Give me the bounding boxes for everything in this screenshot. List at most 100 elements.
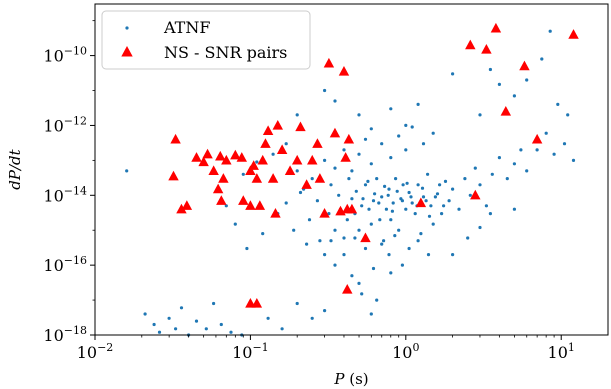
atnf-point [556, 102, 560, 106]
atnf-point [350, 169, 354, 173]
atnf-point [333, 166, 337, 170]
atnf-point [167, 316, 171, 320]
atnf-point [298, 190, 303, 195]
atnf-point [323, 158, 327, 162]
ns-snr-point [519, 60, 530, 71]
atnf-point [413, 212, 417, 216]
atnf-point [391, 201, 395, 205]
atnf-point [525, 169, 529, 173]
atnf-point [194, 319, 199, 323]
atnf-point [378, 218, 382, 222]
atnf-point [152, 322, 156, 327]
atnf-point [416, 102, 420, 106]
atnf-point [345, 218, 349, 222]
atnf-point [410, 125, 414, 129]
atnf-point [552, 152, 556, 156]
legend-label-ns-snr: NS - SNR pairs [164, 43, 287, 62]
atnf-point [389, 218, 393, 222]
atnf-point [380, 242, 384, 246]
atnf-point [361, 197, 365, 201]
atnf-point [451, 72, 455, 76]
ns-snr-point [343, 133, 355, 144]
atnf-point [295, 301, 299, 306]
atnf-point [373, 192, 377, 196]
atnf-point [395, 189, 399, 193]
atnf-point [367, 207, 371, 211]
ns-snr-point [230, 149, 241, 160]
atnf-point [421, 195, 426, 199]
y-tick-label: 10−14 [43, 184, 87, 205]
ns-snr-point [342, 284, 353, 294]
atnf-point [407, 246, 411, 251]
atnf-point [310, 316, 314, 320]
atnf-point [410, 201, 414, 205]
atnf-point [397, 134, 401, 138]
atnf-point [333, 263, 337, 267]
atnf-point [443, 179, 448, 183]
atnf-point [404, 123, 408, 127]
atnf-point [342, 236, 346, 240]
atnf-point [333, 99, 337, 103]
ns-snr-point [307, 154, 318, 165]
atnf-point [405, 181, 409, 185]
atnf-point [350, 274, 354, 278]
atnf-point [401, 183, 405, 187]
ns-snr-point [176, 203, 187, 214]
atnf-point [307, 218, 312, 222]
ns-snr-point [312, 138, 323, 148]
atnf-point [337, 193, 341, 197]
atnf-point [377, 201, 381, 205]
atnf-point [382, 239, 386, 243]
atnf-point [512, 207, 517, 211]
atnf-point [271, 152, 275, 156]
x-tick-label: 100 [392, 341, 419, 362]
atnf-point [512, 94, 517, 98]
atnf-point [451, 187, 455, 191]
ns-snr-point [245, 165, 256, 176]
ns-snr-point [323, 57, 335, 68]
atnf-point [280, 327, 284, 331]
atnf-point [416, 183, 420, 187]
atnf-point [394, 177, 398, 181]
y-tick-label: 10−12 [43, 114, 87, 135]
ns-snr-point [531, 133, 543, 144]
atnf-point [327, 212, 331, 216]
ns-snr-point [251, 173, 263, 183]
atnf-point [435, 192, 440, 196]
atnf-point [357, 152, 361, 156]
ns-snr-point [270, 208, 281, 218]
ns-snr-point [236, 152, 248, 162]
atnf-point [525, 78, 529, 82]
atnf-point [478, 225, 482, 230]
atnf-point [535, 148, 539, 152]
ns-snr-point [295, 121, 306, 132]
atnf-point [451, 253, 455, 257]
ns-snr-point [481, 43, 492, 54]
atnf-point [224, 204, 228, 208]
atnf-point [375, 177, 379, 181]
atnf-point [329, 239, 333, 243]
atnf-point [295, 169, 299, 173]
atnf-point [409, 195, 413, 199]
ns-snr-point [340, 152, 351, 162]
atnf-point [284, 142, 288, 146]
atnf-point [174, 327, 178, 331]
ns-snr-point [202, 148, 213, 159]
atnf-point [488, 67, 492, 72]
atnf-point [342, 253, 346, 257]
atnf-point [363, 246, 368, 251]
atnf-point [390, 209, 394, 213]
ns-snr-point [238, 195, 249, 205]
ns-snr-point [212, 183, 224, 194]
atnf-point [255, 160, 259, 164]
atnf-point [426, 172, 430, 176]
atnf-point [424, 199, 428, 203]
atnf-point [438, 183, 442, 187]
atnf-point [468, 193, 472, 197]
atnf-point [266, 316, 270, 320]
legend-marker-ns-snr [121, 46, 133, 57]
ns-snr-point [276, 144, 288, 154]
ns-snr-point [208, 165, 219, 176]
ns-snr-point [319, 208, 330, 218]
atnf-point [245, 246, 249, 251]
